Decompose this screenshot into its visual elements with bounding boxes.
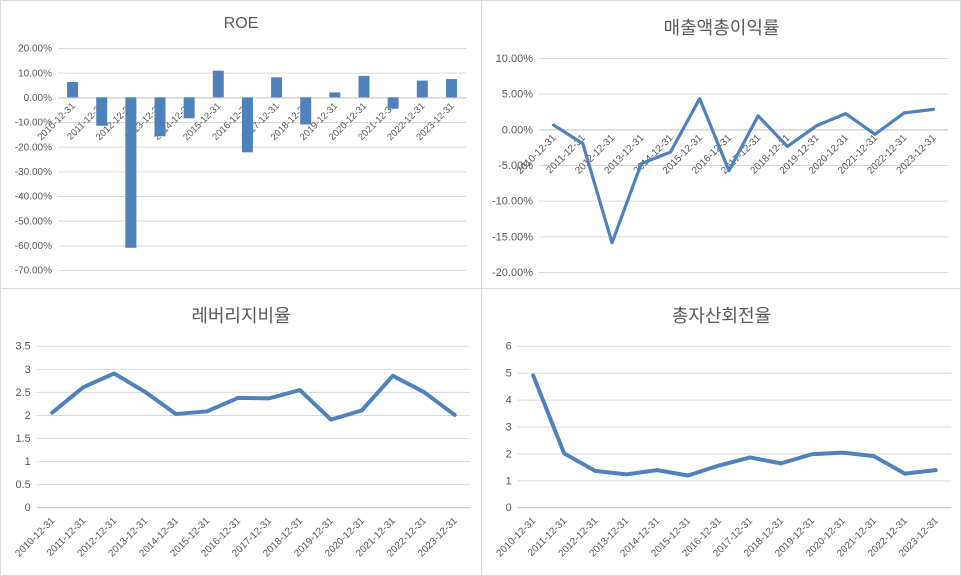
bar: [183, 97, 195, 119]
bar: [329, 92, 341, 98]
y-axis-tick-label: 2.5: [15, 387, 30, 399]
bar: [96, 97, 108, 126]
y-axis-tick-label: 10.00%: [18, 68, 52, 79]
line-series: [552, 97, 935, 245]
y-axis-tick-label: 3: [506, 421, 512, 433]
y-axis-tick-label: 2: [25, 410, 31, 422]
y-axis-tick-label: 5: [506, 368, 512, 380]
bar-series: [67, 70, 457, 248]
line-series: [531, 373, 938, 478]
y-axis-tick-label: 5.00%: [502, 89, 533, 101]
y-axis-tick-label: -50.00%: [15, 216, 52, 227]
y-axis-tick-label: -60.00%: [15, 241, 52, 252]
bar: [387, 97, 399, 109]
y-axis-tick-label: -30.00%: [15, 167, 52, 178]
y-axis-tick-label: 4: [506, 395, 512, 407]
bar: [300, 97, 312, 125]
roe-bar-chart: 20.00% 10.00% 0.00% -10.00% -20.00% -30.00% -4…: [15, 44, 466, 277]
y-axis-tick-label: -20.00%: [15, 142, 52, 153]
horizontal-panel-divider: [1, 288, 960, 289]
y-axis-tick-label: 0.5: [15, 479, 30, 491]
y-axis-tick-label: 1: [506, 475, 512, 487]
bar: [445, 79, 457, 98]
gridlines: [58, 48, 466, 271]
y-axis-tick-label: -70.00%: [15, 266, 52, 277]
total-asset-turnover-chart-title: 총자산회전율: [671, 306, 772, 326]
y-axis-labels: 3.5 3 2.5 2 1.5 1 0.5 0: [15, 341, 30, 514]
y-axis-tick-label: -40.00%: [15, 192, 52, 203]
y-axis-tick-label: 0.00%: [502, 124, 533, 136]
y-axis-tick-label: 20.00%: [18, 44, 52, 55]
y-axis-labels: 6 5 4 3 2 1 0: [506, 341, 512, 514]
roe-chart-title: ROE: [223, 15, 259, 32]
x-axis-labels: 2010-12-312011-12-312012-12-312013-12-31…: [14, 515, 461, 559]
bar: [271, 77, 283, 98]
bar: [241, 97, 253, 153]
y-axis-tick-label: 2: [506, 448, 512, 460]
gridlines: [539, 58, 948, 273]
bar: [212, 70, 224, 98]
y-axis-tick-label: 6: [506, 341, 512, 353]
y-axis-labels: 20.00% 10.00% 0.00% -10.00% -20.00% -30.00% -4…: [15, 44, 52, 277]
leverage-ratio-chart-panel: 레버리지비율 3.5 3 2.5 2 1.5 1 0.5 0 2010-12-31 2011-12…: [1, 289, 481, 575]
y-axis-tick-label: 0: [25, 502, 31, 514]
y-axis-tick-label: 10.00%: [496, 53, 534, 65]
bar: [154, 97, 166, 137]
y-axis-tick-label: -10.00%: [492, 196, 533, 208]
gross-profit-margin-line-chart: 10.00% 5.00% 0.00% -5.00% -10.00% -15.00% -20.…: [492, 53, 948, 279]
gridlines: [36, 345, 471, 509]
gross-profit-margin-chart-panel: 매출액총이익률 10.00% 5.00% 0.00% -5.00% -10.00% -15…: [482, 1, 960, 288]
leverage-ratio-line-chart: 3.5 3 2.5 2 1.5 1 0.5 02010-12-312011-12-312012…: [14, 341, 471, 559]
y-axis-tick-label: -20.00%: [492, 267, 533, 279]
y-axis-tick-label: -15.00%: [492, 231, 533, 243]
x-axis-labels: 2010-12-312011-12-312012-12-312013-12-31…: [495, 515, 942, 559]
y-axis-tick-label: 0: [506, 502, 512, 514]
y-axis-tick-label: 1: [25, 456, 31, 468]
y-axis-tick-label: 3: [25, 364, 31, 376]
bar: [416, 80, 428, 98]
total-asset-turnover-line-chart: 6 5 4 3 2 1 02010-12-312011-12-312012-12-31201…: [495, 341, 952, 559]
gross-profit-margin-chart-title: 매출액총이익률: [663, 18, 780, 38]
roe-chart-panel: ROE 20.00% 10.00% 0.00% -10.00% -20.00% -30.0…: [1, 1, 481, 288]
bar: [125, 97, 137, 248]
bar: [67, 82, 79, 98]
total-asset-turnover-chart-panel: 총자산회전율 6 5 4 3 2 1 0 2010-12-31 2011-12-31 2012-1…: [482, 289, 960, 575]
y-axis-tick-label: -10.00%: [15, 118, 52, 129]
y-axis-labels: 10.00% 5.00% 0.00% -5.00% -10.00% -15.00% -20.…: [492, 53, 533, 279]
y-axis-tick-label: -5.00%: [498, 160, 533, 172]
y-axis-tick-label: 1.5: [15, 433, 30, 445]
leverage-ratio-chart-title: 레버리지비율: [191, 306, 291, 326]
line-series: [50, 371, 457, 422]
y-axis-tick-label: 0.00%: [24, 93, 52, 104]
bar: [358, 75, 370, 98]
gridlines: [517, 345, 952, 509]
y-axis-tick-label: 3.5: [15, 341, 30, 353]
